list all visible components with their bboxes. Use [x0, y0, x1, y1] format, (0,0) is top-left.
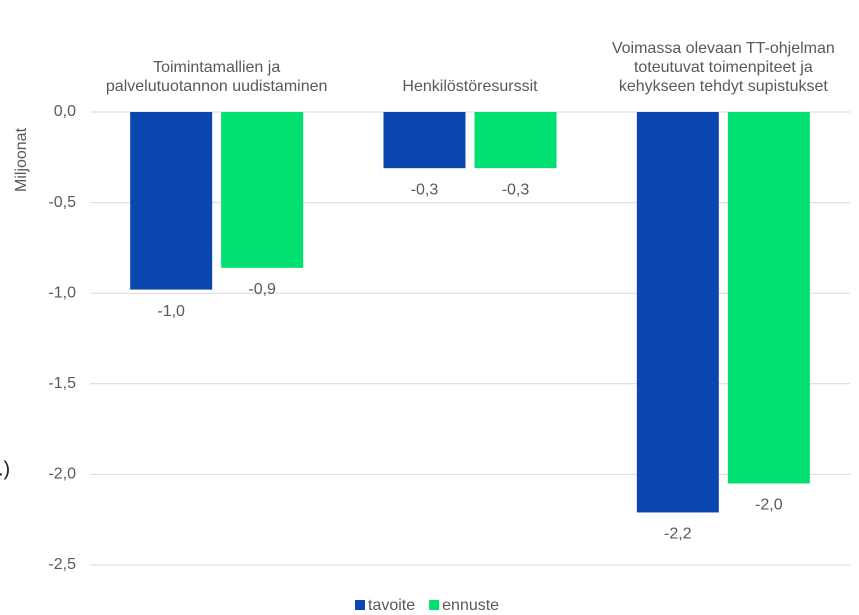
bar	[221, 112, 304, 268]
category-label: Toimintamallien ja palvelutuotannon uudi…	[105, 59, 328, 95]
bar	[727, 112, 810, 484]
bar	[383, 112, 466, 169]
legend-label: ennuste	[442, 597, 499, 614]
legend-label: tavoite	[368, 597, 415, 614]
y-tick-label: -2,5	[48, 556, 76, 573]
data-label: -0,3	[411, 181, 439, 198]
data-label: -2,0	[755, 497, 783, 514]
data-label: -0,9	[248, 281, 276, 298]
y-tick-label: -1,0	[48, 284, 76, 301]
bar	[636, 112, 719, 513]
bar	[474, 112, 557, 169]
data-label: -1,0	[157, 303, 185, 320]
data-label: -0,3	[502, 181, 530, 198]
annotation: .)	[0, 458, 10, 480]
y-axis-label: Miljoonat	[13, 127, 30, 192]
y-tick-label: 0,0	[54, 103, 76, 120]
data-label: -2,2	[664, 526, 692, 543]
y-tick-label: -1,5	[48, 375, 76, 392]
y-tick-label: -2,0	[48, 466, 76, 483]
legend-swatch	[429, 600, 440, 610]
bar	[130, 112, 213, 290]
y-tick-label: -0,5	[48, 194, 76, 211]
legend-swatch	[355, 600, 365, 610]
category-label: Voimassa olevaan TT-ohjelman toteutuvat …	[611, 40, 835, 95]
category-label: Henkilöstöresurssit	[402, 78, 538, 95]
